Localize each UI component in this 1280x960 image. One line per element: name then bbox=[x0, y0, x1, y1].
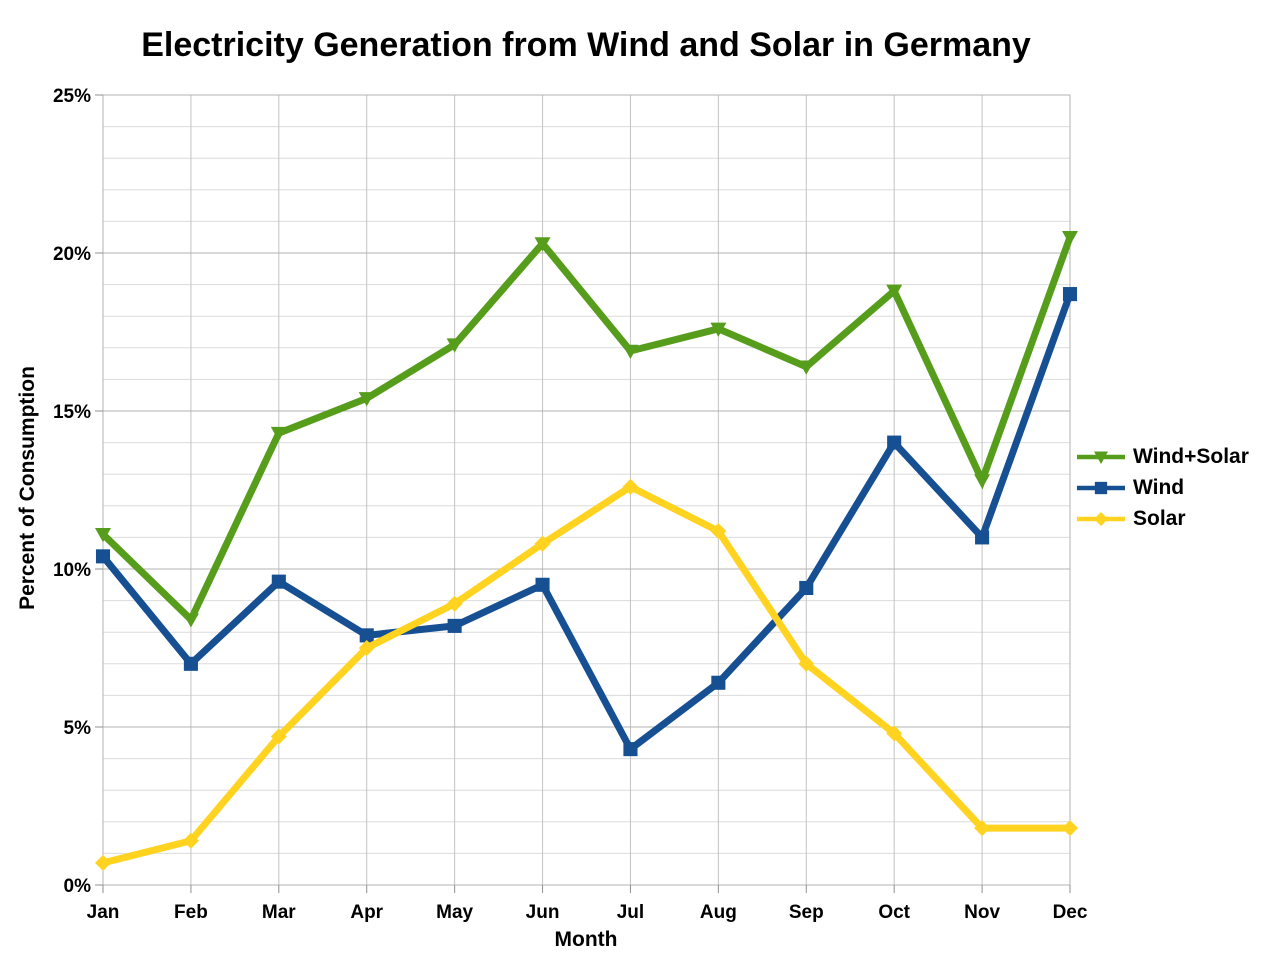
wind-plus-solar-legend-marker bbox=[1077, 451, 1125, 464]
series-marker-wind bbox=[887, 435, 902, 450]
x-tick-label: Apr bbox=[350, 902, 383, 923]
solar-legend-marker bbox=[1077, 511, 1125, 526]
series-marker-solar bbox=[534, 535, 551, 552]
series-marker-solar bbox=[358, 640, 375, 656]
series-line-wind-solar bbox=[100, 236, 1074, 626]
x-tick-label: Mar bbox=[262, 902, 296, 923]
series-marker-wind-solar bbox=[446, 338, 463, 353]
series-marker-wind-solar bbox=[182, 613, 199, 628]
series-marker-wind bbox=[183, 656, 198, 671]
series-marker-solar bbox=[1062, 820, 1078, 837]
legend-item-wind-plus-solar: Wind+Solar bbox=[1076, 441, 1249, 472]
series-marker-solar bbox=[446, 595, 463, 612]
legend-item-solar: Solar bbox=[1076, 503, 1249, 534]
series-marker-wind bbox=[623, 742, 638, 757]
series-marker-wind bbox=[95, 549, 111, 564]
y-tick-label: 10% bbox=[53, 560, 91, 581]
series-marker-wind-solar bbox=[886, 284, 903, 299]
series-marker-wind bbox=[271, 574, 286, 589]
series-marker-solar bbox=[710, 523, 727, 540]
series-marker-wind-solar bbox=[358, 392, 375, 407]
y-tick-label: 25% bbox=[53, 86, 91, 107]
series-marker-wind bbox=[359, 628, 374, 643]
wind-legend-marker bbox=[1077, 481, 1125, 494]
series-marker-wind bbox=[447, 618, 462, 633]
x-tick-label: Jul bbox=[617, 902, 644, 923]
series-marker-solar bbox=[974, 820, 991, 837]
x-tick-label: May bbox=[436, 902, 473, 923]
x-tick-label: Nov bbox=[964, 902, 1000, 923]
series-line-solar bbox=[102, 482, 1070, 867]
series-marker-wind bbox=[1062, 287, 1078, 302]
legend-label-solar: Solar bbox=[1133, 506, 1186, 530]
legend-label-wind: Wind bbox=[1133, 475, 1185, 499]
series-marker-wind-solar bbox=[974, 474, 991, 489]
series-marker-wind bbox=[711, 675, 726, 690]
legend-shape bbox=[1094, 511, 1108, 526]
series-marker-wind bbox=[535, 577, 550, 592]
series-marker-wind-solar bbox=[95, 528, 111, 543]
legend-label-wind-plus-solar: Wind+Solar bbox=[1133, 444, 1249, 468]
plot-frame bbox=[102, 94, 1071, 886]
x-tick-label: Oct bbox=[878, 902, 910, 923]
legend-shape bbox=[1094, 481, 1108, 494]
x-tick-label: Aug bbox=[700, 902, 737, 923]
x-tick-label: Sep bbox=[789, 902, 824, 923]
x-tick-label: Jun bbox=[526, 902, 560, 923]
series-marker-wind-solar bbox=[622, 344, 639, 359]
y-tick-label: 5% bbox=[64, 718, 92, 739]
x-tick-label: Feb bbox=[174, 902, 208, 923]
y-axis-title: Percent of Consumption bbox=[16, 366, 39, 610]
series-marker-wind-solar bbox=[798, 360, 815, 375]
x-axis-title: Month bbox=[554, 928, 618, 951]
legend-shape bbox=[1094, 451, 1108, 464]
series-marker-wind-solar bbox=[534, 237, 551, 252]
legend-item-wind: Wind bbox=[1076, 472, 1249, 503]
series-marker-solar bbox=[622, 478, 639, 495]
chart-title: Electricity Generation from Wind and Sol… bbox=[141, 26, 1031, 64]
series-marker-wind-solar bbox=[710, 322, 727, 337]
legend: Wind+Solar Wind Solar bbox=[1076, 441, 1249, 534]
x-tick-label: Dec bbox=[1053, 902, 1088, 923]
x-tick-label: Jan bbox=[87, 902, 120, 923]
series-marker-wind bbox=[799, 580, 814, 595]
series-marker-solar bbox=[886, 725, 903, 742]
series-marker-solar bbox=[270, 728, 287, 745]
series-marker-solar bbox=[798, 655, 815, 672]
series-line-wind bbox=[100, 292, 1074, 755]
y-tick-label: 20% bbox=[53, 244, 91, 265]
series-marker-wind-solar bbox=[1062, 230, 1078, 246]
series-marker-solar bbox=[95, 854, 111, 871]
series-marker-wind-solar bbox=[270, 426, 287, 442]
y-tick-label: 15% bbox=[53, 402, 91, 423]
series-marker-wind bbox=[975, 530, 990, 545]
series-marker-solar bbox=[182, 832, 199, 849]
y-tick-label: 0% bbox=[64, 876, 92, 897]
